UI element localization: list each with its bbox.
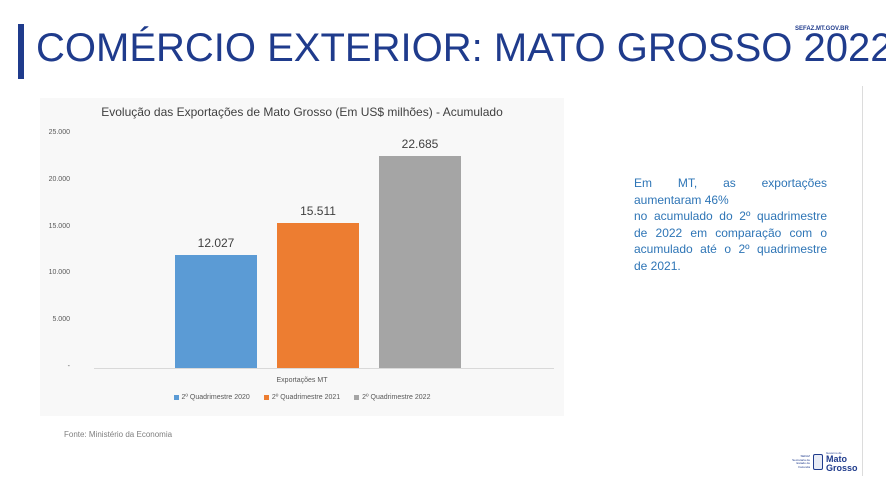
legend-item-2022: 2º Quadrimestre 2022 bbox=[354, 394, 430, 401]
y-tick-label: 15.000 bbox=[48, 222, 70, 230]
x-axis-line bbox=[94, 368, 554, 369]
right-divider bbox=[862, 86, 863, 476]
legend-swatch bbox=[354, 395, 360, 400]
legend-swatch bbox=[263, 395, 269, 400]
bar-3 bbox=[379, 155, 461, 368]
legend-item-2021: 2º Quadrimestre 2021 bbox=[263, 394, 341, 401]
title-accent-bar bbox=[18, 24, 24, 79]
bar-data-label: 15.511 bbox=[300, 203, 336, 218]
legend-label: 2º Quadrimestre 2020 bbox=[181, 394, 250, 401]
bar-data-label: 12.027 bbox=[197, 236, 235, 251]
summary-line-1: Em MT, as exportações aumentaram 46% bbox=[634, 176, 827, 207]
bar-2 bbox=[277, 222, 359, 368]
y-tick-label: 10.000 bbox=[48, 269, 70, 277]
legend-label: 2º Quadrimestre 2021 bbox=[271, 394, 341, 401]
site-url: SEFAZ.MT.GOV.BR bbox=[795, 26, 849, 32]
legend-label: 2º Quadrimestre 2022 bbox=[362, 394, 431, 401]
y-tick-label: 5.000 bbox=[52, 316, 70, 324]
source-note: Fonte: Ministério da Economia bbox=[64, 430, 173, 439]
logo-text: Governo de Mato Grosso bbox=[826, 451, 858, 473]
logo-name-line2: Grosso bbox=[826, 463, 858, 473]
logo-name-line1: Mato bbox=[826, 454, 847, 464]
logo-gov-text: Governo de bbox=[826, 451, 842, 455]
sefaz-label: SEFAZ Secretaria de Estado de Fazenda bbox=[792, 454, 810, 469]
page-title: COMÉRCIO EXTERIOR: MATO GROSSO 2022 bbox=[36, 26, 886, 70]
y-tick-label: - bbox=[67, 363, 70, 370]
summary-text: Em MT, as exportações aumentaram 46% no … bbox=[634, 175, 827, 274]
government-logo: SEFAZ Secretaria de Estado de Fazenda Go… bbox=[788, 448, 862, 476]
chart-panel: Evolução das Exportações de Mato Grosso … bbox=[40, 98, 564, 416]
summary-line-2: no acumulado do 2º quadrimestre de 2022 … bbox=[634, 209, 827, 273]
mato-grosso-crest-icon bbox=[813, 454, 823, 470]
legend-swatch bbox=[173, 395, 179, 400]
legend-item-2020: 2º Quadrimestre 2020 bbox=[173, 394, 250, 401]
chart-legend: 2º Quadrimestre 2020 2º Quadrimestre 202… bbox=[40, 394, 564, 401]
bar-1 bbox=[175, 255, 257, 368]
bar-data-label: 22.685 bbox=[401, 136, 439, 151]
y-tick-label: 20.000 bbox=[48, 175, 70, 183]
chart-title: Evolução das Exportações de Mato Grosso … bbox=[101, 105, 503, 119]
y-tick-label: 25.000 bbox=[48, 129, 70, 136]
x-category-label: Exportações MT bbox=[276, 377, 328, 384]
